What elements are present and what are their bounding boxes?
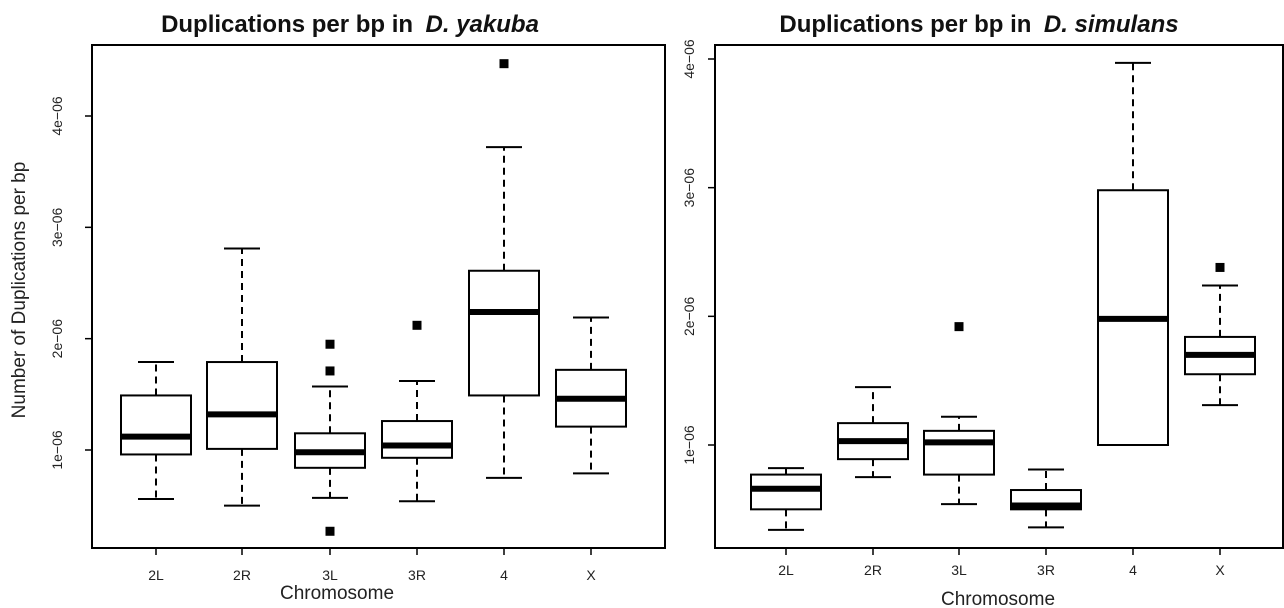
- plot-frame: [91, 44, 666, 549]
- x-tick-label: 2R: [864, 562, 882, 578]
- y-tick-label: 1e−06: [49, 430, 65, 470]
- title-species: D. yakuba: [426, 11, 539, 38]
- boxes: [750, 61, 1256, 531]
- x-axis: 2L 2R 3L 3R 4 X: [778, 548, 1225, 578]
- y-tick-label: 4e−06: [681, 39, 697, 79]
- chart-title: Duplications per bp in D. simulans: [779, 11, 1178, 38]
- outlier-point: [412, 320, 422, 330]
- box-2l: [750, 467, 822, 531]
- box-2r: [206, 247, 278, 507]
- y-tick-label: 3e−06: [49, 207, 65, 247]
- y-tick-label: 2e−06: [49, 319, 65, 359]
- x-axis-label: Chromosome: [941, 589, 1055, 608]
- outlier-point: [954, 322, 964, 332]
- y-tick-label: 4e−06: [49, 96, 65, 136]
- y-tick-label: 3e−06: [681, 168, 697, 208]
- box-3l: [294, 339, 366, 536]
- plot-frame: [714, 44, 1284, 549]
- box-3r: [1010, 468, 1082, 529]
- x-tick-label: 2L: [778, 562, 794, 578]
- x-axis: 2L 2R 3L 3R 4 X: [148, 548, 596, 583]
- outlier-point: [325, 526, 335, 536]
- x-tick-label: 3L: [322, 567, 338, 583]
- panel-simulans: Duplications per bp in D. simulans 1e−06…: [681, 11, 1284, 608]
- outlier-point: [499, 59, 509, 69]
- box-3r: [381, 320, 453, 503]
- panel-yakuba: Duplications per bp in D. yakuba 1e−06 2e…: [9, 11, 666, 604]
- iqr-box: [923, 429, 995, 476]
- y-axis: 1e−06 2e−06 3e−06 4e−06: [681, 39, 715, 465]
- x-tick-label: 2R: [233, 567, 251, 583]
- x-tick-label: X: [1215, 562, 1225, 578]
- box-3l: [923, 322, 995, 506]
- x-tick-label: X: [586, 567, 596, 583]
- boxes: [120, 59, 627, 536]
- iqr-box: [750, 473, 822, 511]
- box-4: [1097, 61, 1169, 446]
- chart-title: Duplications per bp in D. yakuba: [161, 11, 539, 38]
- box-x: [555, 316, 627, 475]
- x-tick-label: 3R: [1037, 562, 1055, 578]
- iqr-box: [206, 361, 278, 450]
- x-tick-label: 2L: [148, 567, 164, 583]
- iqr-box: [468, 269, 540, 397]
- iqr-box: [381, 420, 453, 459]
- x-tick-label: 3R: [408, 567, 426, 583]
- x-tick-label: 4: [500, 567, 508, 583]
- box-2r: [837, 386, 909, 479]
- outlier-point: [325, 339, 335, 349]
- box-x: [1184, 262, 1256, 407]
- outlier-point: [325, 366, 335, 376]
- title-prefix: Duplications per bp in: [779, 11, 1031, 38]
- x-tick-label: 4: [1129, 562, 1137, 578]
- x-tick-label: 3L: [951, 562, 967, 578]
- y-tick-label: 2e−06: [681, 296, 697, 336]
- x-axis-label: Chromosome: [280, 583, 394, 604]
- box-4: [468, 59, 540, 479]
- box-2l: [120, 361, 192, 500]
- title-prefix: Duplications per bp in: [161, 11, 413, 38]
- y-tick-label: 1e−06: [681, 425, 697, 465]
- iqr-box: [120, 394, 192, 456]
- outlier-point: [1215, 262, 1225, 272]
- y-axis: 1e−06 2e−06 3e−06 4e−06: [49, 96, 92, 470]
- y-axis-label: Number of Duplications per bp: [9, 162, 30, 419]
- title-species: D. simulans: [1044, 11, 1179, 38]
